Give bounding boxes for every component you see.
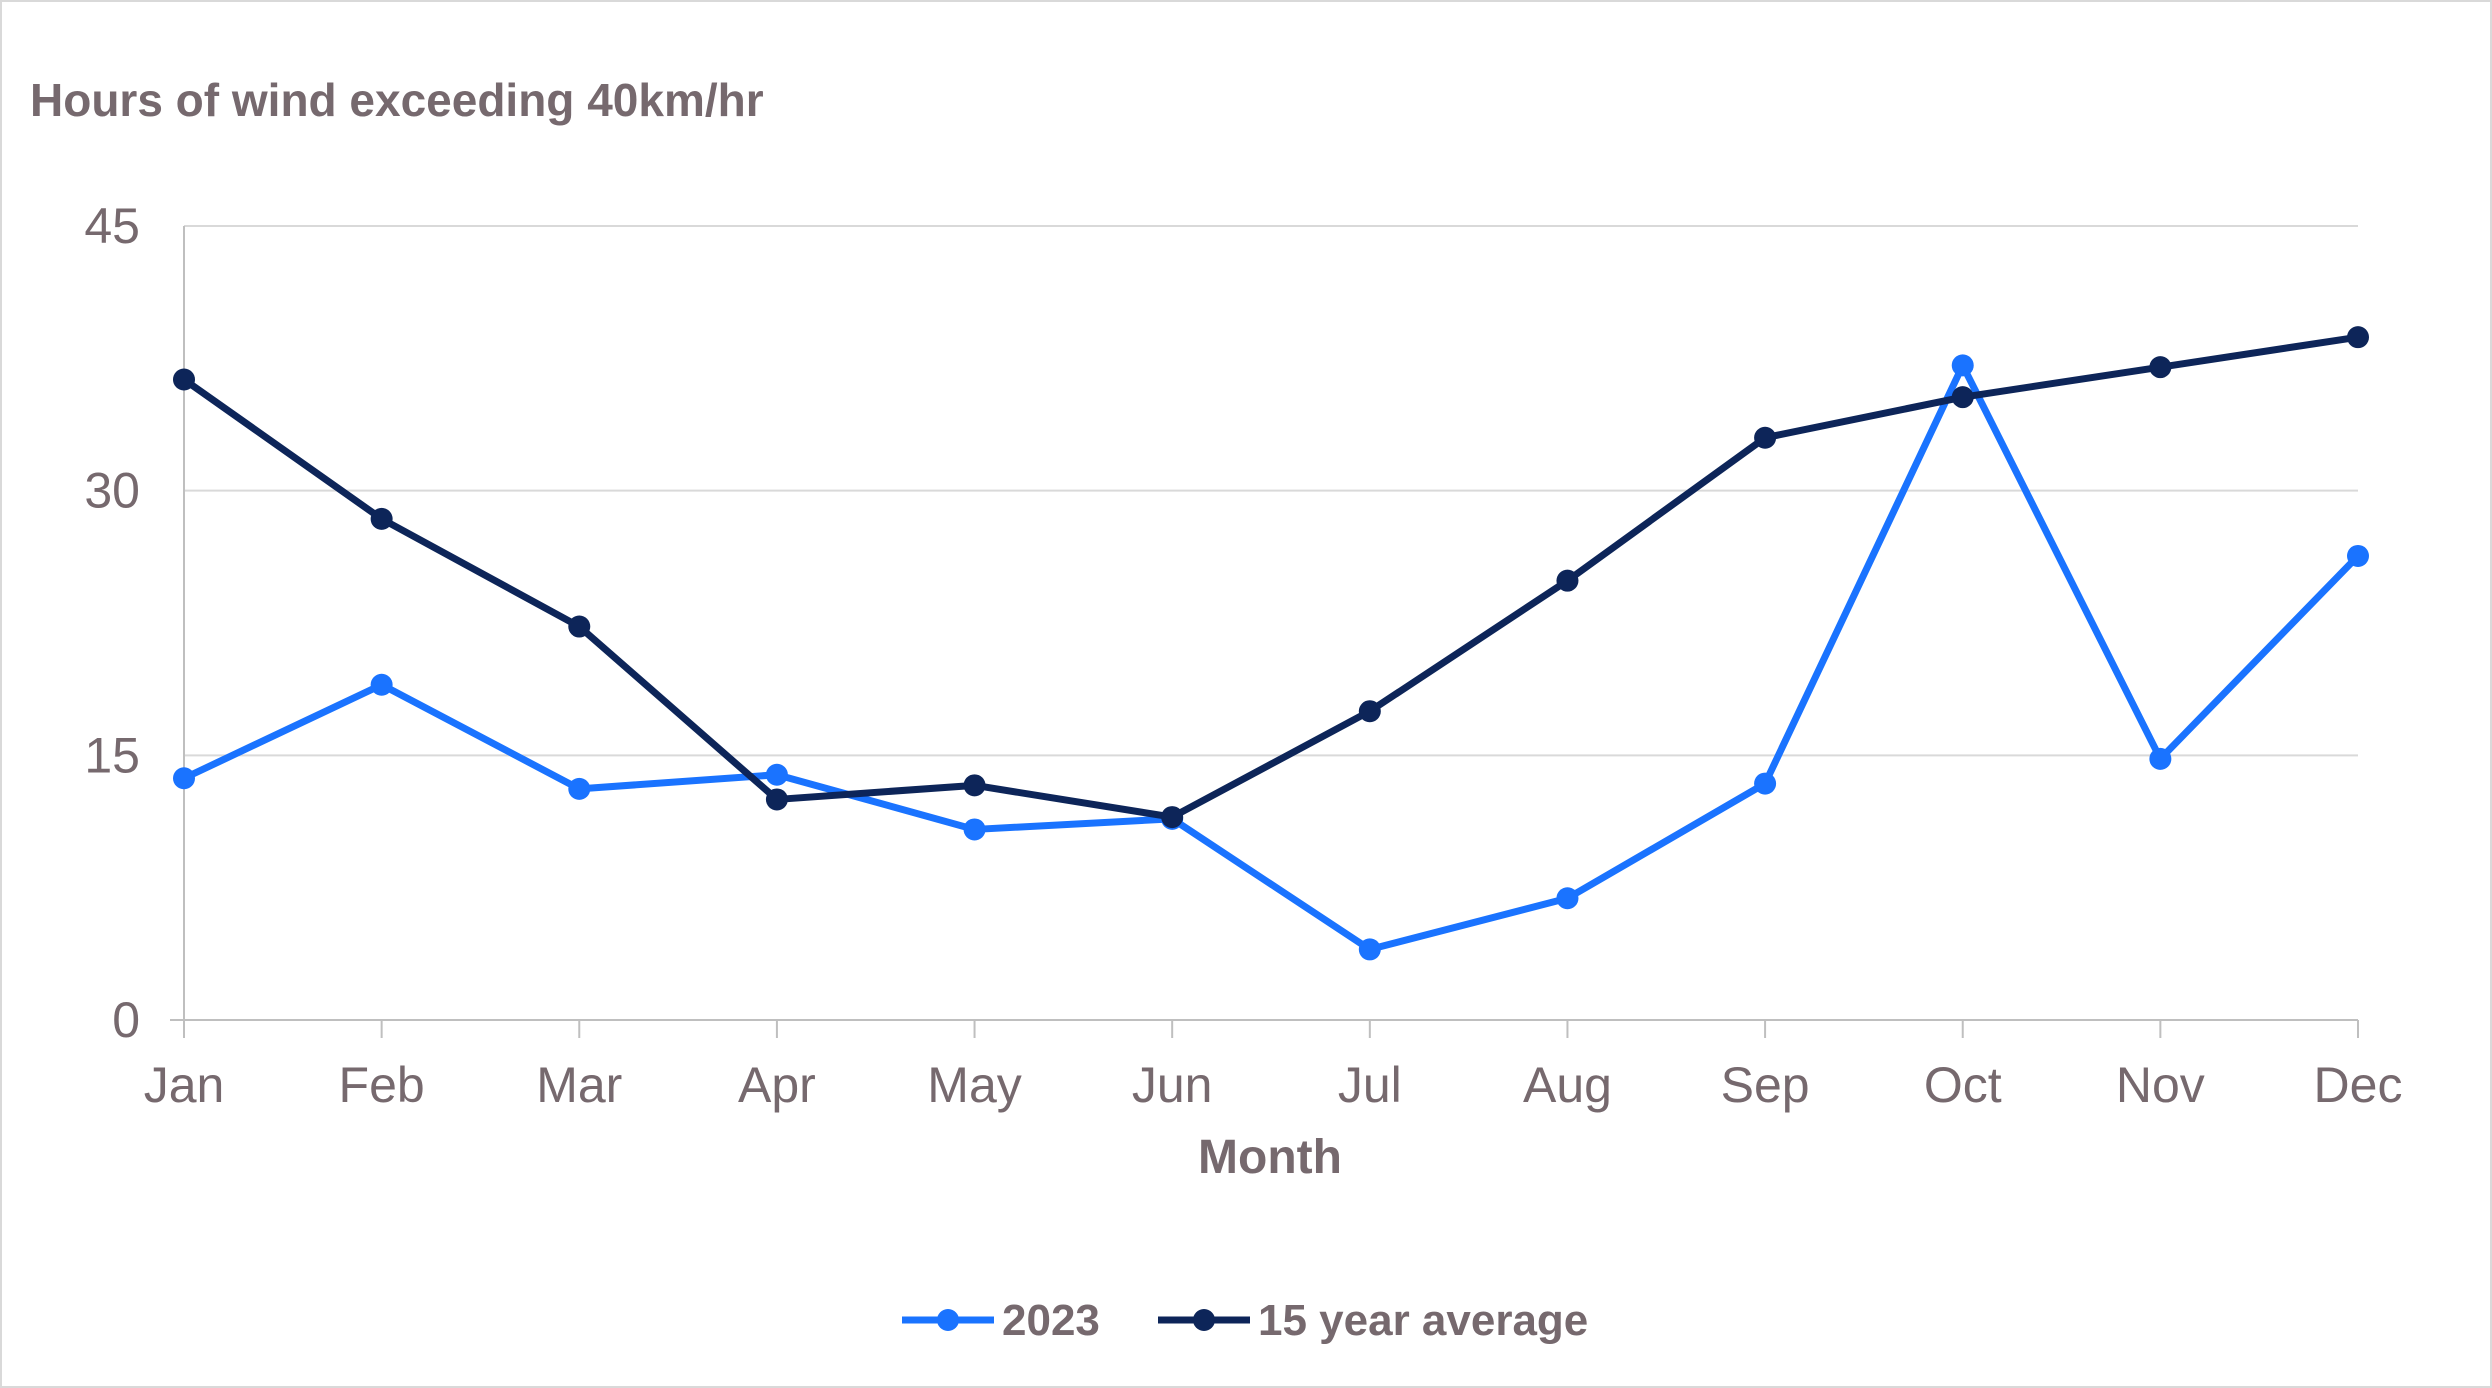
x-tick-label: Feb [339, 1057, 425, 1113]
data-point[interactable] [1754, 772, 1777, 795]
legend-marker [1193, 1309, 1215, 1331]
series-line [180, 333, 2362, 821]
legend: 2023 15 year average [902, 1296, 1588, 1345]
series-layer [173, 326, 2369, 961]
x-tick-label: Apr [738, 1057, 816, 1113]
data-point[interactable] [568, 615, 591, 638]
x-tick-label: May [927, 1057, 1021, 1113]
data-point[interactable] [1161, 806, 1184, 829]
y-tick-label: 0 [112, 992, 140, 1048]
legend-marker [937, 1309, 959, 1331]
data-point[interactable] [1951, 354, 1974, 377]
x-tick-label: Nov [2116, 1057, 2205, 1113]
data-point[interactable] [1556, 887, 1579, 910]
gridlines [184, 225, 2358, 757]
data-point[interactable] [2149, 356, 2172, 379]
y-tick-label: 45 [84, 198, 140, 254]
y-tick-labels: 0 15 30 45 [84, 198, 140, 1048]
data-point[interactable] [1951, 386, 1974, 409]
legend-item[interactable]: 2023 [902, 1296, 1100, 1345]
x-tick-label: Mar [536, 1057, 622, 1113]
y-axis-title: Hours of wind exceeding 40km/hr [30, 74, 764, 126]
data-point[interactable] [568, 777, 591, 800]
data-point[interactable] [765, 788, 788, 811]
data-point[interactable] [963, 818, 986, 841]
series-1 [173, 326, 2369, 829]
legend-label: 2023 [1002, 1296, 1100, 1345]
data-point[interactable] [173, 368, 195, 391]
x-tick-label: Jan [144, 1057, 225, 1113]
y-tick-label: 15 [84, 727, 140, 783]
x-tick-label: Dec [2314, 1057, 2403, 1113]
data-point[interactable] [2347, 544, 2369, 567]
data-point[interactable] [2149, 747, 2172, 770]
legend-item[interactable]: 15 year average [1158, 1296, 1588, 1345]
data-point[interactable] [370, 673, 393, 696]
data-point[interactable] [1358, 938, 1381, 961]
x-tick-label: Oct [1924, 1057, 2002, 1113]
data-point[interactable] [963, 774, 986, 797]
series-line [180, 361, 2362, 953]
x-tick-labels: Jan Feb Mar Apr May Jun Jul Aug Sep Oct Nov Dec [144, 1020, 2403, 1113]
legend-label: 15 year average [1258, 1296, 1588, 1345]
x-tick-label: Sep [1721, 1057, 1810, 1113]
data-point[interactable] [370, 507, 393, 530]
x-axis-title: Month [1198, 1131, 1342, 1184]
x-tick-label: Aug [1523, 1057, 1612, 1113]
x-tick-label: Jul [1338, 1057, 1402, 1113]
y-tick-label: 30 [84, 463, 140, 519]
data-point[interactable] [2347, 326, 2369, 349]
x-tick-label: Jun [1132, 1057, 1213, 1113]
data-point[interactable] [1556, 569, 1579, 592]
data-point[interactable] [1358, 700, 1381, 723]
data-point[interactable] [173, 767, 195, 790]
data-point[interactable] [765, 763, 788, 786]
series-0 [173, 354, 2369, 961]
data-point[interactable] [1754, 426, 1777, 449]
